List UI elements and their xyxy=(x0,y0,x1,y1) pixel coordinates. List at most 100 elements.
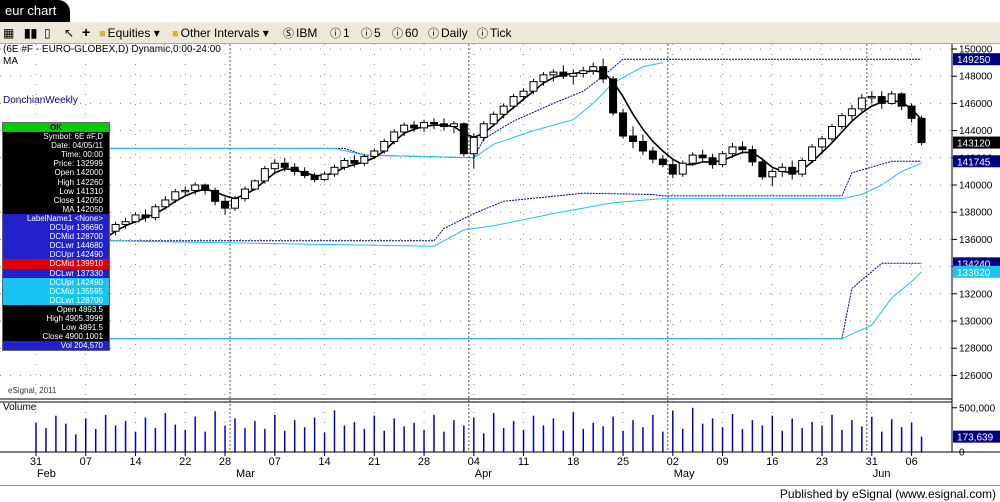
candle[interactable] xyxy=(310,172,319,183)
symbol-button[interactable]: Ⓢ IBM xyxy=(283,25,317,41)
candle-icon[interactable]: ▯ xyxy=(44,26,51,40)
candle[interactable] xyxy=(390,129,399,145)
candle[interactable] xyxy=(350,155,359,168)
candle[interactable] xyxy=(867,91,876,104)
candle[interactable] xyxy=(420,119,429,132)
interval-5-button[interactable]: ⓘ 5 xyxy=(361,25,381,41)
candle[interactable] xyxy=(260,165,269,184)
candle[interactable] xyxy=(519,88,528,101)
bar-chart-icon[interactable]: ▮▮ xyxy=(24,26,38,40)
candle[interactable] xyxy=(629,126,637,149)
candle[interactable] xyxy=(439,118,448,131)
candle[interactable] xyxy=(897,92,906,111)
candle-body-up xyxy=(509,96,518,107)
candle[interactable] xyxy=(609,76,618,116)
grid-icon[interactable]: ▦ xyxy=(3,26,15,40)
candle[interactable] xyxy=(748,145,757,166)
daily-button[interactable]: ⓘ Daily xyxy=(428,25,468,41)
candle[interactable] xyxy=(678,160,687,177)
candle[interactable] xyxy=(211,187,220,206)
candle[interactable] xyxy=(818,136,827,154)
cursor-icon[interactable]: ↖ xyxy=(64,26,75,40)
candle[interactable] xyxy=(708,153,717,169)
candle[interactable] xyxy=(619,108,628,139)
candle[interactable] xyxy=(410,121,419,132)
candle[interactable] xyxy=(479,121,488,142)
candle[interactable] xyxy=(509,93,518,109)
candle[interactable] xyxy=(161,195,170,210)
candle[interactable] xyxy=(191,182,200,195)
candle[interactable] xyxy=(340,157,349,171)
candle[interactable] xyxy=(907,103,916,123)
candle[interactable] xyxy=(599,58,608,83)
candle[interactable] xyxy=(917,115,926,146)
candle[interactable] xyxy=(539,72,548,86)
candle[interactable] xyxy=(201,183,210,195)
candle[interactable] xyxy=(171,189,180,203)
candle[interactable] xyxy=(579,66,588,78)
candle[interactable] xyxy=(569,69,578,85)
candle[interactable] xyxy=(768,168,777,187)
equities-menu[interactable]: ■ Equities ▾ xyxy=(99,26,160,40)
ok-button[interactable]: OK xyxy=(3,123,109,133)
candle[interactable] xyxy=(370,148,379,160)
interval-1-button[interactable]: ⓘ 1 xyxy=(330,25,350,41)
candle[interactable] xyxy=(330,164,339,177)
candle[interactable] xyxy=(449,121,458,134)
add-icon[interactable]: + xyxy=(82,24,91,40)
candle[interactable] xyxy=(300,167,309,179)
candle[interactable] xyxy=(738,141,747,154)
candle[interactable] xyxy=(231,195,239,211)
candle[interactable] xyxy=(828,123,836,142)
candle[interactable] xyxy=(668,159,677,179)
candle[interactable] xyxy=(877,91,886,109)
candle[interactable] xyxy=(111,221,120,236)
candle[interactable] xyxy=(151,204,160,221)
candle[interactable] xyxy=(469,133,478,169)
candle[interactable] xyxy=(837,112,846,130)
candle[interactable] xyxy=(529,78,538,94)
candle[interactable] xyxy=(648,146,657,164)
candle[interactable] xyxy=(549,69,558,82)
data-window[interactable]: OK Symbol: 6E #F,D Date: 04/05/11 Time: 00… xyxy=(2,122,110,352)
candle[interactable] xyxy=(459,122,468,157)
candle[interactable] xyxy=(559,65,568,79)
candle[interactable] xyxy=(698,149,707,162)
candle[interactable] xyxy=(658,155,667,168)
candle[interactable] xyxy=(380,138,389,154)
candle[interactable] xyxy=(489,111,498,127)
candle[interactable] xyxy=(788,160,797,180)
candle[interactable] xyxy=(141,209,150,222)
candle[interactable] xyxy=(221,197,230,215)
candle[interactable] xyxy=(499,103,508,119)
candle[interactable] xyxy=(808,144,817,164)
candle[interactable] xyxy=(290,163,299,176)
candle[interactable] xyxy=(181,186,190,196)
candle[interactable] xyxy=(798,157,807,177)
other-intervals-menu[interactable]: ■ Other Intervals ▾ xyxy=(172,26,269,40)
candle[interactable] xyxy=(121,217,130,229)
data-window-row: Date: 04/05/11 xyxy=(3,141,109,151)
candle[interactable] xyxy=(250,179,259,191)
interval-60-button[interactable]: ⓘ 60 xyxy=(392,25,418,41)
candle[interactable] xyxy=(847,104,856,120)
candle[interactable] xyxy=(778,163,787,177)
candle[interactable] xyxy=(728,142,737,158)
candle[interactable] xyxy=(131,212,140,224)
candle[interactable] xyxy=(857,93,866,112)
candle[interactable] xyxy=(718,151,727,168)
candle[interactable] xyxy=(688,152,697,166)
candle[interactable] xyxy=(320,171,329,181)
candle[interactable] xyxy=(638,134,647,156)
candle[interactable] xyxy=(360,153,369,166)
candle[interactable] xyxy=(589,62,598,75)
candle[interactable] xyxy=(887,91,896,105)
candle[interactable] xyxy=(430,118,438,130)
candle[interactable] xyxy=(758,157,767,180)
candle[interactable] xyxy=(280,157,289,172)
price-chart[interactable]: 1500001480001460001440001420001400001380… xyxy=(0,44,1000,485)
candle[interactable] xyxy=(400,122,409,137)
candle[interactable] xyxy=(240,186,249,202)
tick-button[interactable]: ⓘ Tick xyxy=(477,25,512,41)
candle[interactable] xyxy=(270,159,279,173)
